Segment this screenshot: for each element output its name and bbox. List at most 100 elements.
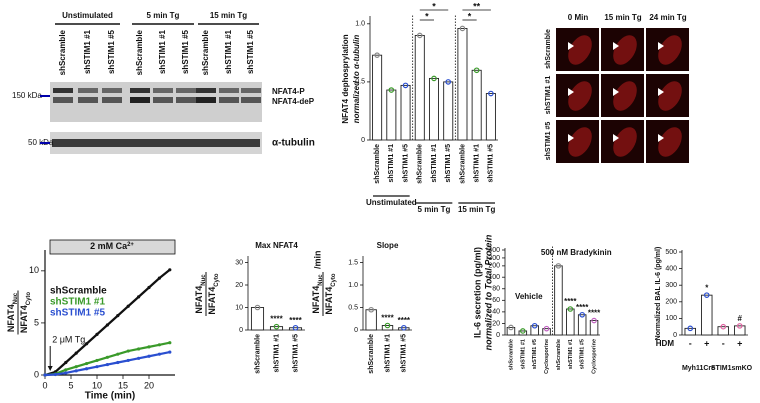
point [168, 350, 172, 354]
y-tick-label: 100 [488, 274, 500, 281]
x-tick-label: - [689, 338, 692, 348]
point [95, 365, 99, 369]
band [130, 97, 150, 103]
significance: * [468, 11, 472, 21]
point [53, 372, 58, 377]
bar [589, 320, 599, 336]
band [196, 97, 216, 103]
x-tick-label: shSTIM1 #1 [431, 144, 438, 183]
cell [568, 35, 592, 65]
point [116, 360, 120, 365]
chart-title: Slope [377, 241, 399, 250]
blot-group: Unstimulated [62, 11, 113, 20]
significance: **** [588, 309, 601, 318]
mean-dot [273, 323, 280, 330]
point [43, 373, 47, 377]
y-tick-label: 200 [665, 299, 677, 306]
y-tick-label: 20 [235, 282, 243, 289]
band [78, 88, 98, 93]
cell [613, 35, 637, 65]
y-tick-label: 1.0 [348, 282, 358, 289]
significance: ** [473, 1, 481, 11]
cell [658, 81, 682, 111]
point [137, 347, 141, 351]
lane-label: shSTIM1 #5 [181, 29, 190, 74]
x-tick-label: shSTIM1 #1 [388, 144, 395, 183]
marker-arrow [613, 42, 619, 50]
significance: * [705, 283, 709, 292]
point [126, 304, 130, 308]
significance: **** [270, 315, 283, 324]
bar [577, 314, 587, 336]
base: NFAT4 [207, 287, 217, 315]
marker-arrow [568, 134, 574, 142]
mean-dot [720, 323, 727, 330]
band [153, 97, 173, 103]
x-tick-label: shSTIM1 #1 [384, 334, 391, 373]
y-tick-label: 0.5 [355, 79, 365, 86]
x-tick-label: shSTIM1 #5 [292, 334, 299, 373]
mean-dot [388, 87, 395, 93]
y-tick-label: 20 [492, 320, 500, 327]
chart-title: Max NFAT4 [255, 241, 298, 250]
bar [734, 325, 746, 336]
denominator: NFAT4Cyto [324, 273, 336, 315]
row-label: shSTIM1 #1 [545, 76, 552, 115]
base: NFAT4 [324, 287, 334, 315]
band [52, 139, 260, 147]
band [196, 88, 216, 93]
x-tick-label: shSTIM1 #5 [401, 334, 408, 373]
cell [658, 35, 682, 65]
cell [568, 81, 592, 111]
y-axis-label: normalized to α-tubulin [352, 35, 361, 124]
y-tick-label: 300 [665, 282, 677, 289]
condition-label: 2 mM Ca2+ [90, 241, 134, 251]
x-tick-label: shSTIM1 #5 [445, 144, 452, 183]
marker-arrow [568, 88, 574, 96]
x-tick-label: shScramble [374, 144, 381, 184]
point [85, 361, 89, 366]
band [219, 88, 239, 93]
point [137, 295, 141, 299]
significance: # [738, 314, 743, 323]
point [64, 368, 68, 372]
y-axis-suffix: /min [312, 250, 322, 269]
x-tick-label: shScramble [417, 144, 424, 184]
group-label: Unstimulated [366, 198, 417, 207]
lane-label: shSTIM1 #1 [158, 29, 167, 74]
x-tick-label: shScramble [459, 144, 466, 184]
band [176, 88, 196, 93]
marker-arrow [568, 42, 574, 50]
y-tick-label: 0 [239, 327, 243, 334]
bar [443, 81, 454, 141]
point [95, 358, 99, 363]
bar [365, 309, 377, 331]
y-tick-label: 400 [488, 247, 500, 254]
significance: **** [564, 297, 577, 306]
cell [568, 127, 592, 157]
x-tick-label: 20 [144, 380, 154, 390]
cell [613, 127, 637, 157]
x-tick-label: shSTIM1 #5 [488, 144, 495, 183]
y-axis-label: Normalized BAL IL-6 (pg/ml) [655, 247, 662, 341]
point [74, 369, 78, 373]
y-tick-label: 0 [354, 327, 358, 334]
group-label: 5 min Tg [418, 205, 451, 214]
y-tick-label: 10 [235, 304, 243, 311]
bar [372, 54, 383, 141]
x-tick-label: 10 [92, 380, 102, 390]
x-tick-label: shScramble [508, 339, 514, 370]
band-label: NFAT4-P [272, 87, 305, 96]
mean-dot [508, 324, 514, 331]
band [53, 88, 73, 93]
numerator: NFAT4Nuc [6, 292, 18, 332]
blot-group: 15 min Tg [210, 11, 247, 20]
point [137, 356, 141, 360]
bar [471, 69, 482, 141]
y-axis-label: normalized to Total Protein [483, 234, 493, 350]
y-axis-label: NFAT4 dephosprylation [341, 34, 350, 123]
y-tick-label: 80 [492, 286, 500, 293]
column-header: 0 Min [568, 13, 589, 22]
band [153, 88, 173, 93]
point [74, 365, 78, 369]
